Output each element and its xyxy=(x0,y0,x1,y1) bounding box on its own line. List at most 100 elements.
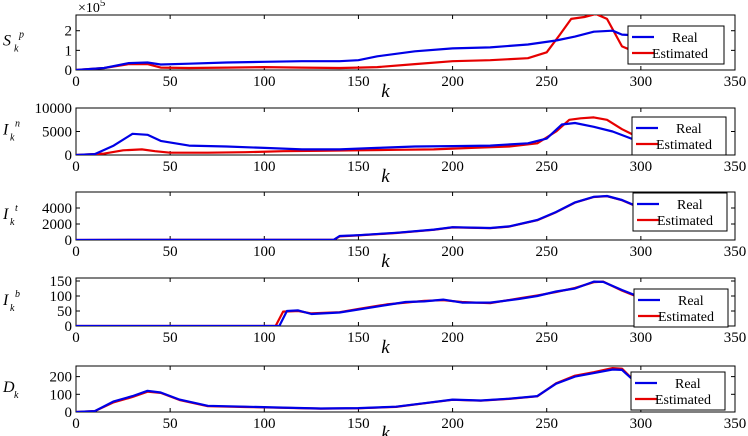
x-tick-label: 50 xyxy=(163,159,178,175)
x-tick-label: 50 xyxy=(163,330,178,346)
y-label-main: D xyxy=(2,379,15,396)
legend-label-real: Real xyxy=(678,294,704,309)
x-axis-label: k xyxy=(381,166,390,187)
x-tick-label: 250 xyxy=(535,74,558,90)
y-label-sub: k xyxy=(10,303,15,314)
legend-label-estimated: Estimated xyxy=(657,214,713,229)
legend-box xyxy=(633,288,729,328)
x-tick-label: 350 xyxy=(724,330,747,346)
series-line-real xyxy=(76,121,688,155)
legend-label-estimated: Estimated xyxy=(652,47,708,62)
x-tick-label: 200 xyxy=(441,74,464,90)
y-label-sub: k xyxy=(14,44,19,55)
y-tick-label: 0 xyxy=(65,319,73,335)
y-tick-label: 0 xyxy=(65,405,73,421)
y-label-sub: k xyxy=(10,217,15,228)
x-tick-label: 100 xyxy=(253,416,276,432)
x-tick-label: 300 xyxy=(630,330,653,346)
y-label-main: I xyxy=(2,206,9,223)
x-tick-label: 300 xyxy=(630,244,653,260)
axes-frame xyxy=(75,14,736,71)
x-tick-label: 200 xyxy=(441,159,464,175)
x-tick-label: 250 xyxy=(535,416,558,432)
y-tick-label: 1 xyxy=(65,43,73,59)
y-tick-label: 100 xyxy=(50,289,73,305)
y-tick-label: 50 xyxy=(57,304,72,320)
x-tick-label: 0 xyxy=(72,416,80,432)
series-line-estimated xyxy=(76,280,689,326)
x-tick-label: 0 xyxy=(72,74,80,90)
legend-label-real: Real xyxy=(675,377,701,392)
legend-box xyxy=(630,371,726,411)
x-tick-label: 100 xyxy=(253,330,276,346)
x-tick-label: 100 xyxy=(253,244,276,260)
series-line-estimated xyxy=(76,116,689,155)
y-tick-label: 0 xyxy=(65,148,73,164)
legend-label-real: Real xyxy=(672,31,698,46)
y-tick-label: 5000 xyxy=(42,125,72,141)
legend-box xyxy=(627,25,725,65)
x-tick-label: 50 xyxy=(163,244,178,260)
x-tick-label: 150 xyxy=(347,159,370,175)
series-line-real xyxy=(76,368,689,412)
x-tick-label: 0 xyxy=(72,244,80,260)
x-tick-label: 350 xyxy=(724,74,747,90)
series-line-real xyxy=(76,29,688,70)
x-tick-label: 300 xyxy=(630,159,653,175)
x-tick-label: 250 xyxy=(535,244,558,260)
series-line-estimated xyxy=(76,367,689,412)
x-axis-label: k xyxy=(381,423,390,436)
y-label-sup: b xyxy=(15,289,20,300)
y-tick-label: 4000 xyxy=(42,201,72,217)
x-axis-label: k xyxy=(381,337,390,358)
axes-frame xyxy=(75,277,736,327)
axes-frame xyxy=(75,365,736,413)
x-tick-label: 350 xyxy=(724,159,747,175)
x-tick-label: 200 xyxy=(441,416,464,432)
x-tick-label: 50 xyxy=(163,74,178,90)
x-tick-label: 150 xyxy=(347,416,370,432)
y-label-sup: t xyxy=(15,203,18,214)
y-label-sub: k xyxy=(14,390,19,401)
y-tick-label: 0 xyxy=(65,233,73,249)
x-tick-label: 0 xyxy=(72,159,80,175)
y-label-main: S xyxy=(3,33,11,50)
x-axis-label: k xyxy=(381,81,390,102)
x-tick-label: 300 xyxy=(630,416,653,432)
x-tick-label: 200 xyxy=(441,244,464,260)
y-tick-label: 10000 xyxy=(35,101,73,117)
y-tick-label: 0 xyxy=(65,63,73,79)
legend-box xyxy=(631,116,727,156)
series-line-real xyxy=(76,194,689,240)
x-tick-label: 100 xyxy=(253,74,276,90)
x-tick-label: 300 xyxy=(630,74,653,90)
x-tick-label: 150 xyxy=(347,74,370,90)
legend-label-estimated: Estimated xyxy=(656,138,712,153)
y-multiplier: ×105 xyxy=(78,0,106,16)
y-label-sub: k xyxy=(10,133,15,144)
legend-label-real: Real xyxy=(676,122,702,137)
x-axis-label: k xyxy=(381,251,390,272)
y-tick-label: 2 xyxy=(65,24,73,40)
x-tick-label: 0 xyxy=(72,330,80,346)
legend-box xyxy=(632,192,728,232)
x-tick-label: 250 xyxy=(535,330,558,346)
axes-frame xyxy=(75,191,736,241)
y-tick-label: 2000 xyxy=(42,217,72,233)
y-tick-label: 100 xyxy=(50,387,73,403)
y-tick-label: 200 xyxy=(50,370,73,386)
